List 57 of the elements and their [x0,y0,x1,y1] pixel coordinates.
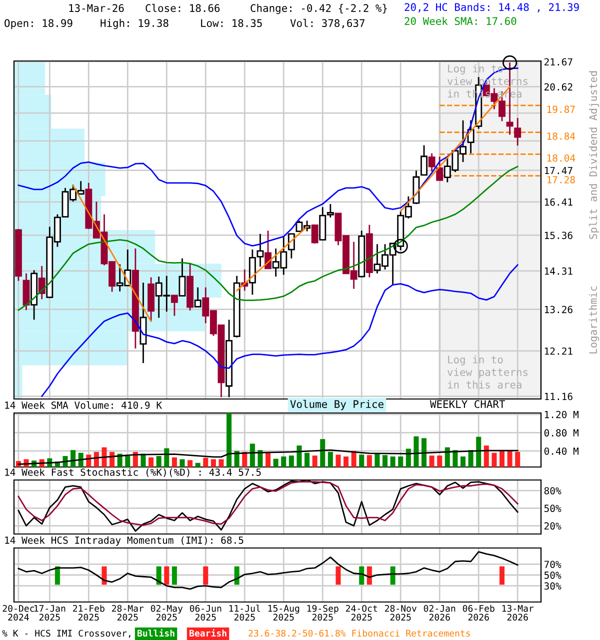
text: % K - HCS IMI Crossover, [2,630,130,638]
x-tick-label: 28-Mar 2025 [112,604,144,621]
chart-title: 14 Week HCS Intraday Momentum (IMI): 68.5 [5,536,244,546]
x-tick-label: 13-Mar 2026 [502,604,534,621]
text: 23.6-38.2-50-61.8% Fibonacci Retracements [248,630,470,637]
text: Volume By Price [290,400,384,410]
x-tick-label: 20-Dec 2024 [2,604,34,621]
text: Split and Dividend Adjusted [588,71,600,239]
y-tick-label: 50% [544,504,562,512]
text: Logarithmic [588,286,600,354]
x-tick-label: 24-Oct 2025 [346,604,378,621]
y-tick-label: 16.41 [544,198,572,206]
text: Vol: 378,637 [290,18,364,28]
x-tick-label: 11-Jul 2025 [229,604,260,621]
x-tick-label: 06-Jun 2025 [190,604,222,621]
x-tick-label: 19-Sep 2025 [307,604,338,621]
text: Open: 18.99 [4,19,72,30]
y-tick-label: 0.80 M [544,429,578,437]
y-tick-label: 13.26 [544,306,572,314]
text: High: 19.38 [100,18,168,30]
y-tick-label: 20.62 [544,83,572,91]
x-tick-label: 28-Nov 2025 [384,604,416,621]
text: Close: 18.66 [146,4,220,12]
ref-line-label: 19.87 [547,106,575,113]
x-tick-label: 06-Feb 2026 [462,604,494,621]
text: 20,2 HC Bands: 14.48 , 21.39 [404,2,579,12]
y-tick-label: 1.20 M [544,410,578,418]
y-tick-label: 50% [544,572,562,579]
y-tick-label: 12.21 [544,347,572,355]
y-tick-label: 11.16 [544,392,572,400]
ref-line-label: 18.04 [547,154,576,162]
y-tick-label: 30% [544,582,562,590]
ref-line-label: 17.28 [547,176,575,184]
y-tick-label: 17.47 [544,166,572,174]
y-tick-label: 70% [544,560,562,568]
text: Low: 18.35 [201,19,262,28]
text: 20 Week SMA: 17.60 [404,16,516,26]
y-tick-label: 20% [544,522,562,530]
text: WEEKLY CHART [430,400,506,408]
y-tick-label: 80% [544,487,562,494]
chart-title: 14 Week Fast Stochastic (%K)(%D) : 43.4 57.5 [5,468,261,477]
text: Bullish [138,629,174,637]
y-tick-label: 21.67 [544,58,572,66]
y-tick-label: 0.40 M [544,447,578,455]
chart-title: 14 Week SMA Volume: 410.9 K [5,401,162,409]
x-tick-label: 02-Jan 2026 [424,604,456,621]
y-tick-label: 14.31 [544,267,572,275]
x-tick-label: 17-Jan 2025 [34,605,66,621]
x-tick-label: 21-Feb 2025 [73,604,104,621]
text: Change: -0.42 {-2.2 %} [250,4,387,14]
annotation: Log in to view patterns in this area [448,355,528,389]
text: 13-Mar-26 [69,4,124,12]
x-tick-label: 15-Aug 2025 [268,605,300,621]
x-tick-label: 02-May 2025 [150,604,183,621]
y-tick-label: 15.36 [544,232,572,240]
text: Bearish [190,629,226,637]
ref-line-label: 18.84 [547,132,576,140]
